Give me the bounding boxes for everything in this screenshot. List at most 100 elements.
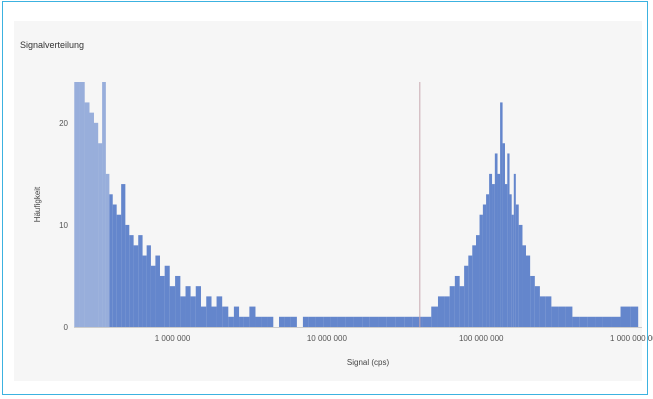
x-axis-label: Signal (cps) [347,358,390,367]
histogram-bar [476,235,480,328]
histogram-bar [138,235,143,328]
x-tick-label: 1 000 000 000 [610,334,653,343]
histogram-bar [595,316,603,327]
histogram-bar [200,306,207,327]
histogram-bar [239,316,244,327]
histogram-bar [449,286,455,327]
histogram-bar [146,245,151,327]
histogram-bar [472,245,476,327]
histogram-bar [530,275,535,327]
histogram-bar [522,245,526,327]
histogram-bar [155,255,160,327]
histogram-bar [84,102,90,327]
histogram-bar [175,275,181,327]
histogram-bar [142,255,147,327]
histogram-bar [404,316,413,327]
y-tick-label: 20 [59,119,68,128]
histogram-bar [454,275,460,327]
histogram-bar [545,296,552,328]
histogram-bar [587,316,596,327]
histogram-bar [412,316,423,327]
histogram-bar [492,184,495,327]
histogram-bar [558,306,566,327]
x-tick-label: 1 000 000 [155,334,191,343]
histogram-bar [534,286,540,327]
histogram-bar [504,184,508,327]
histogram-bar [180,296,186,328]
histogram-bar [185,286,191,327]
histogram-bar [526,255,531,327]
histogram-bar [459,286,465,327]
histogram-bar [502,143,505,327]
histogram-bar [125,224,130,327]
histogram-bar [159,275,165,327]
histogram-bar [109,194,113,327]
histogram-bar [243,316,250,327]
histogram-bar [479,214,483,327]
histogram-bar [102,82,106,327]
y-tick-label: 10 [59,221,68,230]
histogram-bar [464,265,469,327]
histogram-bar [539,296,546,328]
histogram-bar [261,316,268,327]
histogram-bar [290,316,297,327]
histogram-bar [255,316,262,327]
histogram-bar [468,255,473,327]
histogram-bar [579,316,588,327]
histogram-bar [431,306,438,327]
histogram-bar [89,112,94,328]
histogram-bar [489,173,493,328]
histogram-bar [315,316,324,327]
histogram-bar [515,204,519,327]
histogram-bar [302,316,309,327]
histogram-bar [133,245,139,327]
histogram-bar [378,316,387,327]
histogram-bar [486,194,490,327]
histogram-bar [116,214,122,327]
histogram-bar [228,316,234,327]
x-tick-label: 10 000 000 [307,334,348,343]
histogram-bar [323,316,331,327]
histogram-bar [337,316,346,327]
histogram-bar [602,316,612,327]
histogram-bar [620,306,631,327]
histogram-bar [98,143,103,327]
histogram-bar [308,316,316,327]
histogram-bar [105,173,110,328]
histogram-bar [572,316,580,327]
histogram-bar [121,184,126,327]
y-tick-label: 0 [64,323,69,332]
histogram-bar [551,306,559,327]
histogram-bar [211,306,217,327]
histogram-bar [79,82,85,327]
histogram-bar [216,296,223,328]
histogram-bar [129,235,134,328]
histogram-bar [518,224,523,327]
histogram-bar [206,296,212,328]
histogram-bar [164,265,170,327]
histogram-bar [93,122,99,327]
y-tick-labels: 0 10 20 [59,119,68,332]
histogram-bar [422,316,432,327]
histogram-bar [500,102,503,327]
histogram-bar [395,316,405,327]
histogram-bar [195,286,201,327]
histogram-bar [190,296,196,328]
y-axis-label: Häufigkeit [33,186,42,222]
histogram-bar [437,296,445,328]
x-tick-labels: 1 000 000 10 000 000 100 000 000 1 000 000 … [155,334,653,343]
histogram-bar [444,296,450,328]
histogram-bar [345,316,354,327]
histogram-bar [513,173,516,328]
histogram-bar [507,153,510,327]
histogram-bar [386,316,396,327]
histogram-bar [150,265,156,327]
histogram-bar [362,316,370,327]
histogram-bar [353,316,363,327]
histogram-bar [482,204,487,327]
histogram-bar [112,204,117,327]
histogram-bar [284,316,291,327]
histogram-bar [497,173,501,328]
histogram-bar [330,316,338,327]
